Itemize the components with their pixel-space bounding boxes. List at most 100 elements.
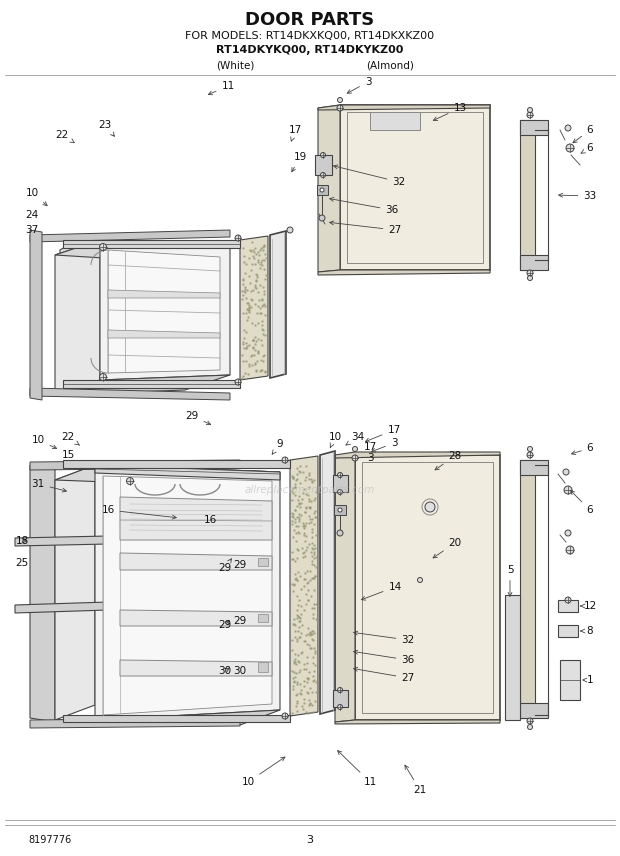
Circle shape: [566, 546, 574, 554]
Polygon shape: [520, 255, 548, 270]
Text: 36: 36: [330, 198, 399, 215]
Text: (White): (White): [216, 60, 254, 70]
Text: 37: 37: [25, 225, 38, 235]
Text: 3: 3: [306, 835, 314, 845]
Text: 5: 5: [507, 565, 513, 597]
Circle shape: [566, 144, 574, 152]
Text: 11: 11: [338, 751, 376, 787]
Text: 9: 9: [272, 439, 283, 455]
Polygon shape: [290, 456, 318, 716]
Text: 32: 32: [353, 631, 415, 645]
Polygon shape: [520, 460, 548, 475]
Polygon shape: [560, 660, 580, 700]
Circle shape: [528, 108, 533, 112]
Text: 22: 22: [61, 432, 79, 445]
Polygon shape: [30, 388, 230, 400]
Text: 29: 29: [233, 560, 247, 570]
Text: 32: 32: [334, 165, 405, 187]
Polygon shape: [355, 455, 500, 720]
Text: 16: 16: [102, 505, 176, 519]
Polygon shape: [103, 476, 272, 715]
Polygon shape: [333, 690, 348, 707]
Polygon shape: [335, 452, 500, 458]
Text: 6: 6: [573, 125, 593, 143]
Polygon shape: [240, 236, 268, 380]
Text: 31: 31: [32, 479, 66, 492]
Circle shape: [527, 452, 533, 458]
Text: 29: 29: [218, 620, 232, 630]
Polygon shape: [95, 465, 280, 720]
Circle shape: [337, 473, 342, 478]
Text: 12: 12: [580, 601, 596, 611]
Text: 22: 22: [55, 130, 74, 143]
Polygon shape: [15, 536, 108, 546]
Circle shape: [337, 530, 343, 536]
Text: 6: 6: [581, 143, 593, 153]
Text: 8: 8: [581, 626, 593, 636]
Circle shape: [99, 373, 107, 381]
Polygon shape: [108, 290, 220, 298]
Circle shape: [425, 502, 435, 512]
Text: (Almond): (Almond): [366, 60, 414, 70]
Text: DOOR PARTS: DOOR PARTS: [246, 11, 374, 29]
Text: 8197776: 8197776: [29, 835, 72, 845]
Circle shape: [563, 469, 569, 475]
Polygon shape: [505, 595, 520, 720]
Polygon shape: [120, 610, 272, 626]
Text: 17: 17: [288, 125, 301, 141]
Text: 18: 18: [16, 536, 29, 546]
Circle shape: [126, 478, 133, 484]
Polygon shape: [258, 662, 268, 672]
Text: 25: 25: [16, 558, 29, 568]
Polygon shape: [520, 703, 548, 718]
Text: 10: 10: [241, 757, 285, 787]
Polygon shape: [108, 330, 220, 338]
Circle shape: [527, 270, 533, 276]
Text: 16: 16: [203, 515, 216, 525]
Text: 14: 14: [361, 582, 402, 600]
Text: 30: 30: [218, 666, 231, 676]
Polygon shape: [520, 120, 535, 270]
Polygon shape: [320, 451, 335, 714]
Circle shape: [528, 724, 533, 729]
Text: 30: 30: [234, 666, 247, 676]
Text: 19: 19: [292, 152, 307, 172]
Polygon shape: [317, 185, 328, 195]
Text: 27: 27: [353, 668, 415, 683]
Polygon shape: [270, 231, 286, 378]
Text: 17: 17: [363, 442, 376, 452]
Polygon shape: [370, 112, 420, 130]
Polygon shape: [334, 505, 346, 515]
Polygon shape: [55, 465, 95, 720]
Text: 11: 11: [208, 81, 234, 95]
Polygon shape: [100, 240, 230, 380]
Polygon shape: [15, 602, 108, 613]
Polygon shape: [30, 460, 240, 470]
Polygon shape: [60, 242, 73, 390]
Circle shape: [337, 105, 343, 111]
Polygon shape: [55, 710, 280, 725]
Circle shape: [337, 490, 342, 495]
Text: 21: 21: [405, 765, 427, 795]
Polygon shape: [30, 465, 55, 722]
Circle shape: [565, 125, 571, 131]
Text: 1: 1: [583, 675, 593, 685]
Polygon shape: [318, 270, 490, 275]
Polygon shape: [315, 155, 332, 175]
Circle shape: [528, 447, 533, 451]
Circle shape: [353, 447, 358, 451]
Circle shape: [417, 578, 422, 582]
Polygon shape: [30, 230, 42, 400]
Polygon shape: [30, 230, 230, 242]
Circle shape: [337, 704, 342, 710]
Polygon shape: [120, 660, 272, 676]
Polygon shape: [108, 250, 220, 373]
Text: 29: 29: [185, 411, 211, 425]
Circle shape: [235, 379, 241, 385]
Polygon shape: [55, 240, 100, 395]
Circle shape: [337, 687, 342, 693]
Polygon shape: [558, 600, 578, 612]
Circle shape: [565, 530, 571, 536]
Polygon shape: [120, 497, 272, 540]
Polygon shape: [318, 105, 490, 110]
